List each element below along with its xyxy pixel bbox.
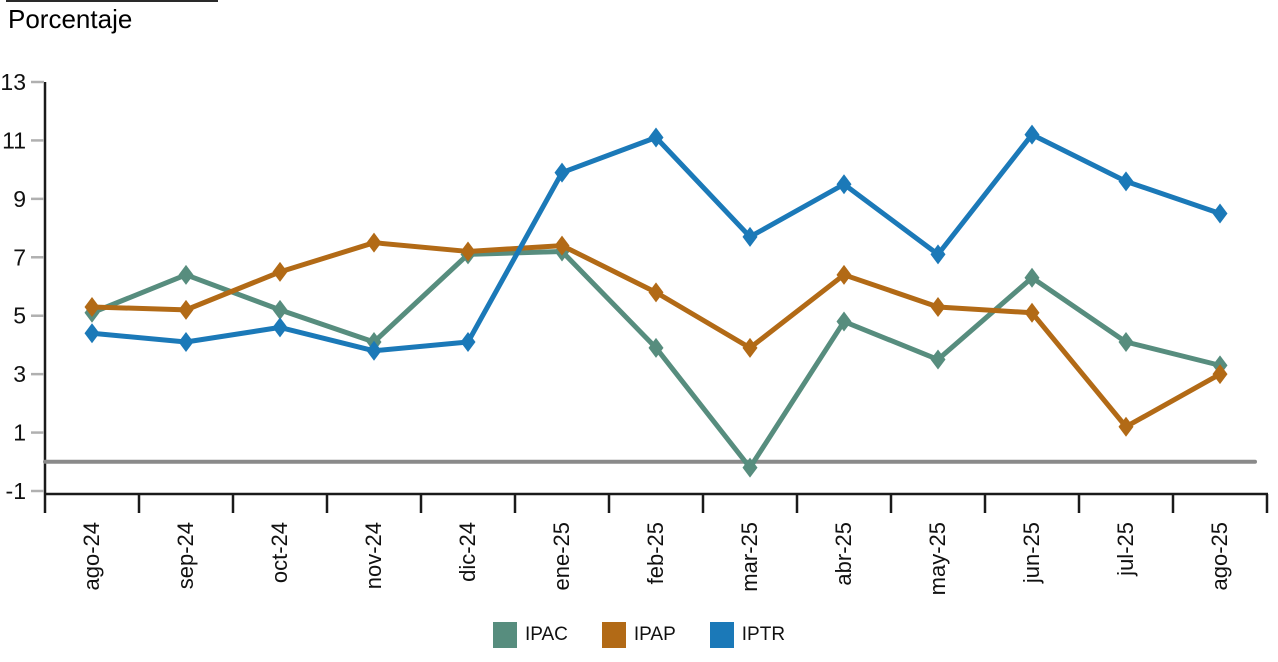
marker-ipap	[84, 296, 100, 317]
marker-iptr	[460, 332, 476, 353]
legend-item-ipac: IPAC	[492, 622, 568, 648]
legend-swatch-ipac	[492, 622, 517, 648]
x-category-label: jul-25	[1113, 522, 1138, 577]
x-category-label: ene-25	[549, 522, 574, 591]
x-category-label: oct-24	[267, 522, 292, 583]
y-tick-label: 7	[13, 244, 26, 270]
x-category-label: sep-24	[173, 522, 198, 589]
marker-ipac	[178, 264, 194, 285]
marker-ipac	[836, 311, 852, 332]
marker-ipap	[460, 241, 476, 262]
marker-iptr	[836, 174, 852, 195]
x-category-label: ago-25	[1207, 522, 1232, 591]
marker-ipap	[272, 261, 288, 282]
x-category-label: may-25	[925, 522, 950, 595]
marker-iptr	[366, 340, 382, 361]
chart-legend: IPAC IPAP IPTR	[0, 622, 1278, 648]
cropped-top-artifact	[6, 0, 218, 2]
y-tick-label: 5	[13, 303, 26, 329]
chart-title: Porcentaje	[8, 4, 133, 34]
legend-swatch-iptr	[709, 622, 734, 648]
x-category-label: dic-24	[455, 522, 480, 582]
marker-iptr	[648, 127, 664, 148]
x-category-label: feb-25	[643, 522, 668, 584]
legend-label-ipap: IPAP	[633, 624, 676, 645]
legend-swatch-ipap	[601, 622, 626, 648]
y-tick-label: 11	[2, 127, 26, 153]
x-category-label: abr-25	[831, 522, 856, 586]
series-line-iptr	[89, 132, 1223, 354]
marker-ipap	[1024, 302, 1040, 323]
marker-iptr	[930, 244, 946, 265]
marker-ipac	[1024, 267, 1040, 288]
marker-ipap	[930, 296, 946, 317]
marker-iptr	[178, 332, 194, 353]
marker-ipac	[742, 457, 758, 478]
marker-ipac	[930, 349, 946, 370]
marker-iptr	[1024, 124, 1040, 145]
marker-iptr	[1118, 171, 1134, 192]
legend-label-ipac: IPAC	[524, 624, 568, 645]
x-category-label: mar-25	[737, 522, 762, 592]
marker-ipap	[836, 264, 852, 285]
marker-ipap	[648, 282, 664, 303]
series-line-ipap	[89, 240, 1223, 430]
marker-iptr	[1212, 203, 1228, 224]
x-category-label: ago-24	[79, 522, 104, 591]
x-category-label: jun-25	[1019, 522, 1044, 584]
marker-iptr	[272, 317, 288, 338]
marker-ipap	[554, 235, 570, 256]
marker-iptr	[742, 226, 758, 247]
x-category-label: nov-24	[361, 522, 386, 589]
marker-ipac	[648, 337, 664, 358]
legend-item-iptr: IPTR	[709, 622, 786, 648]
marker-ipac	[272, 299, 288, 320]
legend-label-iptr: IPTR	[741, 624, 786, 645]
y-tick-label: -1	[6, 478, 26, 504]
y-tick-label: 1	[13, 420, 26, 446]
marker-iptr	[84, 323, 100, 344]
legend-item-ipap: IPAP	[601, 622, 676, 648]
y-tick-label: 13	[0, 69, 26, 95]
marker-ipap	[178, 299, 194, 320]
y-tick-label: 9	[13, 186, 26, 212]
marker-ipac	[1118, 332, 1134, 353]
marker-ipap	[366, 232, 382, 253]
y-tick-label: 3	[13, 361, 26, 387]
marker-iptr	[554, 162, 570, 183]
marker-ipap	[1118, 416, 1134, 437]
marker-ipap	[742, 337, 758, 358]
marker-ipap	[1212, 364, 1228, 385]
